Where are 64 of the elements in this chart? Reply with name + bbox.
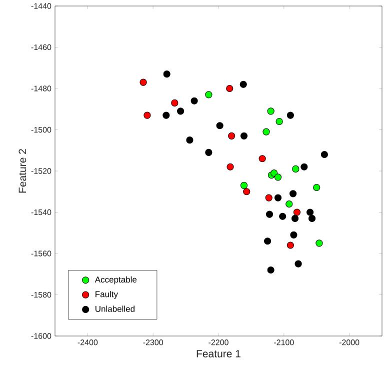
y-tick-label: -1440	[31, 3, 52, 9]
x-tick-label: -2300	[143, 340, 164, 346]
point	[270, 170, 278, 177]
point	[240, 182, 248, 189]
point	[316, 240, 323, 247]
point	[226, 163, 234, 170]
point	[306, 208, 314, 216]
point	[226, 84, 234, 92]
point	[216, 122, 224, 130]
point	[292, 165, 300, 172]
y-tick-label: -1600	[31, 333, 52, 339]
y-tick-label: -1580	[31, 292, 52, 298]
y-tick-label: -1480	[31, 86, 52, 92]
point	[300, 163, 308, 170]
y-tick-label: -1540	[31, 209, 52, 216]
point	[163, 70, 170, 78]
point	[177, 108, 184, 115]
point	[262, 128, 270, 136]
legend-label: Faulty	[96, 290, 118, 299]
y-tick-label: -1500	[31, 126, 52, 133]
point	[274, 194, 282, 202]
y-axis-title: Feature 2	[18, 149, 26, 193]
legend-label: Acceptable	[94, 276, 137, 284]
point	[286, 242, 294, 249]
y-tick-label: -1520	[31, 168, 52, 174]
point	[286, 200, 293, 208]
x-tick-label: -2200	[208, 340, 228, 346]
point	[240, 80, 247, 88]
point	[144, 112, 151, 119]
point	[320, 150, 328, 158]
point	[290, 231, 298, 238]
x-axis-title: Feature 1	[196, 350, 240, 358]
y-tick-label: -1460	[31, 44, 52, 50]
point	[279, 212, 286, 220]
point	[267, 108, 274, 115]
point	[243, 188, 250, 196]
point	[265, 194, 272, 202]
point	[266, 210, 274, 218]
legend-label: Unlabelled	[96, 306, 134, 312]
point	[205, 91, 212, 98]
point	[286, 112, 294, 119]
x-tick-label: -2400	[78, 340, 98, 346]
point	[294, 260, 302, 268]
point	[264, 238, 272, 245]
point	[293, 208, 301, 216]
point	[290, 190, 297, 198]
point	[291, 214, 299, 222]
point	[162, 112, 170, 119]
point	[140, 78, 147, 86]
point	[228, 132, 236, 140]
point	[308, 214, 316, 222]
point	[274, 174, 282, 181]
point	[190, 97, 198, 104]
point	[171, 99, 178, 106]
point	[267, 266, 274, 274]
point	[205, 148, 212, 156]
point	[276, 118, 283, 126]
point	[313, 184, 320, 192]
point	[186, 136, 194, 144]
point	[258, 155, 266, 162]
x-tick-label: -2000	[339, 340, 360, 346]
y-tick-label: -1560	[31, 250, 52, 256]
x-tick-label: -2100	[274, 340, 294, 346]
point	[240, 132, 248, 140]
